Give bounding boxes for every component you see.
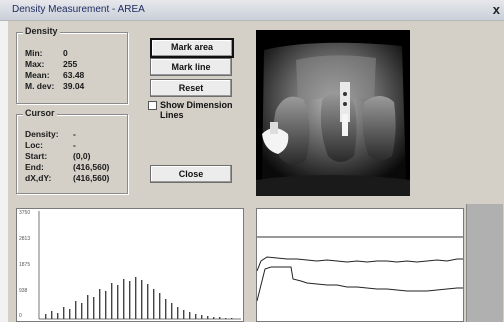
hist-ytick: 3750 — [19, 210, 31, 216]
histogram-bar — [63, 307, 65, 319]
mark-area-button[interactable]: Mark area — [150, 38, 234, 58]
close-icon[interactable]: x — [492, 2, 500, 17]
profile-panel — [256, 208, 464, 322]
histogram-bar — [141, 280, 143, 319]
histogram-panel: 3750 2813 1875 938 0 — [16, 208, 244, 322]
histogram-bar — [159, 293, 161, 319]
histogram-bar — [225, 318, 227, 319]
histogram-bar — [123, 279, 125, 319]
histogram-bar — [99, 289, 101, 319]
window-title: Density Measurement - AREA — [12, 4, 145, 15]
min-value: 0 — [63, 48, 68, 58]
cursor-group-label: Cursor — [23, 108, 57, 118]
density-value: - — [73, 129, 76, 139]
histogram-bar — [171, 303, 173, 319]
mdev-label: M. dev: — [25, 81, 55, 91]
histogram-bar — [75, 301, 77, 319]
dxdy-label: dX,dY: — [25, 173, 52, 183]
histogram-bar — [129, 281, 131, 319]
histogram-bar — [201, 315, 203, 319]
histogram-bar — [231, 318, 233, 319]
histogram-bar — [51, 311, 53, 319]
histogram-bar — [147, 284, 149, 319]
histogram-bar — [219, 317, 221, 319]
histogram-bar — [165, 299, 167, 319]
title-bar[interactable]: Density Measurement - AREA x — [0, 0, 504, 21]
max-label: Max: — [25, 59, 45, 69]
histogram-bar — [135, 277, 137, 319]
mean-value: 63.48 — [63, 70, 85, 80]
start-label: Start: — [25, 151, 48, 161]
histogram-bar — [81, 303, 83, 319]
density-group: Density Min: 0 Max: 255 Mean: 63.48 M. d… — [16, 26, 128, 104]
dxdy-value: (416,560) — [73, 173, 110, 183]
cursor-group: Cursor Density: - Loc: - Start: (0,0) En… — [16, 108, 128, 194]
density-group-label: Density — [23, 26, 60, 36]
hist-ytick: 1875 — [19, 262, 31, 268]
histogram-bar — [69, 309, 71, 319]
histogram-bar — [105, 291, 107, 319]
histogram-bar — [207, 316, 209, 319]
profile-svg — [256, 236, 463, 302]
histogram-bar — [177, 307, 179, 319]
xray-image[interactable] — [256, 30, 410, 196]
histogram-bars — [45, 277, 233, 319]
max-value: 255 — [63, 59, 78, 69]
close-button[interactable]: Close — [150, 165, 232, 183]
show-dimension-label: Show Dimension — [160, 100, 233, 110]
show-dimension-checkbox[interactable] — [148, 101, 157, 110]
histogram-svg — [38, 211, 241, 320]
histogram-bar — [183, 310, 185, 319]
histogram-bar — [111, 283, 113, 319]
histogram-bar — [93, 297, 95, 319]
xray-svg — [256, 30, 410, 196]
start-value: (0,0) — [73, 151, 91, 161]
hist-ytick: 0 — [19, 313, 22, 319]
density-label: Density: — [25, 129, 59, 139]
vertical-scrollbar[interactable] — [466, 204, 503, 322]
loc-value: - — [73, 140, 76, 150]
hist-ytick: 2813 — [19, 236, 31, 242]
mark-line-button[interactable]: Mark line — [150, 58, 232, 76]
histogram-bar — [45, 314, 47, 319]
end-value: (416,560) — [73, 162, 110, 172]
histogram-bar — [57, 313, 59, 319]
mdev-value: 39.04 — [63, 81, 85, 91]
histogram-bar — [117, 285, 119, 319]
histogram-bar — [153, 289, 155, 319]
hist-ytick: 938 — [19, 288, 28, 294]
histogram-bar — [189, 312, 191, 319]
reset-button[interactable]: Reset — [150, 79, 232, 97]
histogram-bar — [195, 314, 197, 319]
histogram-bar — [87, 295, 89, 319]
end-label: End: — [25, 162, 44, 172]
loc-label: Loc: — [25, 140, 43, 150]
histogram-bar — [213, 317, 215, 319]
show-dimension-label-2: Lines — [160, 110, 184, 120]
background-edge — [0, 20, 8, 322]
mean-label: Mean: — [25, 70, 50, 80]
min-label: Min: — [25, 48, 43, 58]
